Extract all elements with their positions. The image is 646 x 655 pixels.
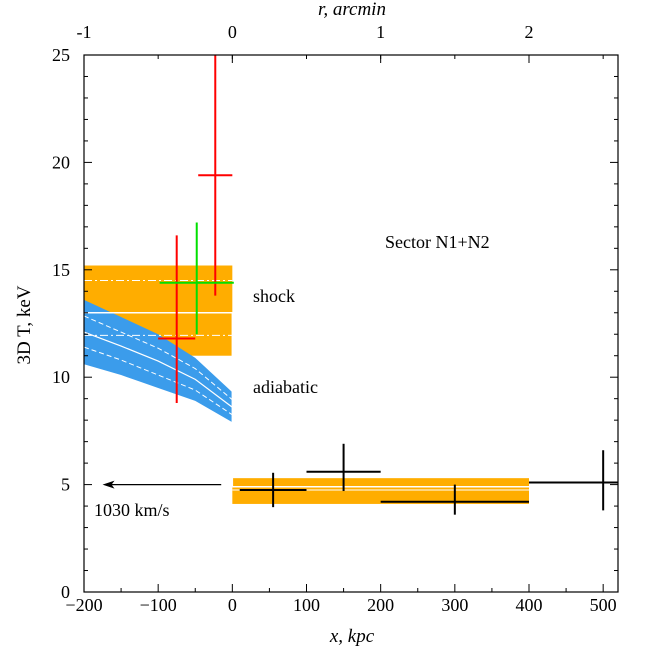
x-tick-label: −200	[65, 595, 102, 615]
y-axis-label: 3D T, keV	[14, 285, 35, 364]
x-tick-label: 300	[441, 595, 468, 615]
y-tick-label: 5	[61, 475, 70, 495]
adiabatic-annotation: adiabatic	[253, 377, 318, 397]
axes: −200 −100 0 100 200 300 400 500 0 5 10 15 20 25 -1 0 1 2	[52, 22, 618, 615]
y-tick-label: 0	[61, 582, 70, 602]
y-tick-label: 15	[52, 260, 70, 280]
plot-area	[84, 55, 618, 515]
x-tick-label: 100	[293, 595, 320, 615]
x-tick-label: 500	[590, 595, 617, 615]
x-tick-label: 0	[228, 595, 237, 615]
x-axis-label: x, kpc	[329, 626, 375, 647]
y-tick-label: 10	[52, 367, 70, 387]
top-tick-label: 0	[228, 22, 237, 42]
sector-annotation: Sector N1+N2	[385, 232, 490, 252]
adiabatic-dashed-line	[84, 315, 233, 401]
model-step-line	[84, 312, 529, 488]
y-tick-label: 20	[52, 152, 70, 172]
adiabatic-dashed-line	[84, 346, 233, 416]
adiabatic-center-line	[84, 331, 233, 408]
top-tick-label: 1	[376, 22, 385, 42]
y-tick-label: 25	[52, 45, 70, 65]
top-tick-label: -1	[77, 22, 92, 42]
shock-band-post	[232, 478, 530, 504]
top-axis-label: r, arcmin	[318, 0, 386, 20]
shock-annotation: shock	[253, 286, 295, 306]
x-tick-label: 400	[516, 595, 543, 615]
x-tick-label: 200	[367, 595, 394, 615]
plot-frame	[83, 54, 619, 593]
x-tick-label: −100	[140, 595, 177, 615]
velocity-arrow-head	[102, 480, 115, 489]
velocity-annotation: 1030 km/s	[94, 500, 170, 520]
top-tick-label: 2	[525, 22, 534, 42]
